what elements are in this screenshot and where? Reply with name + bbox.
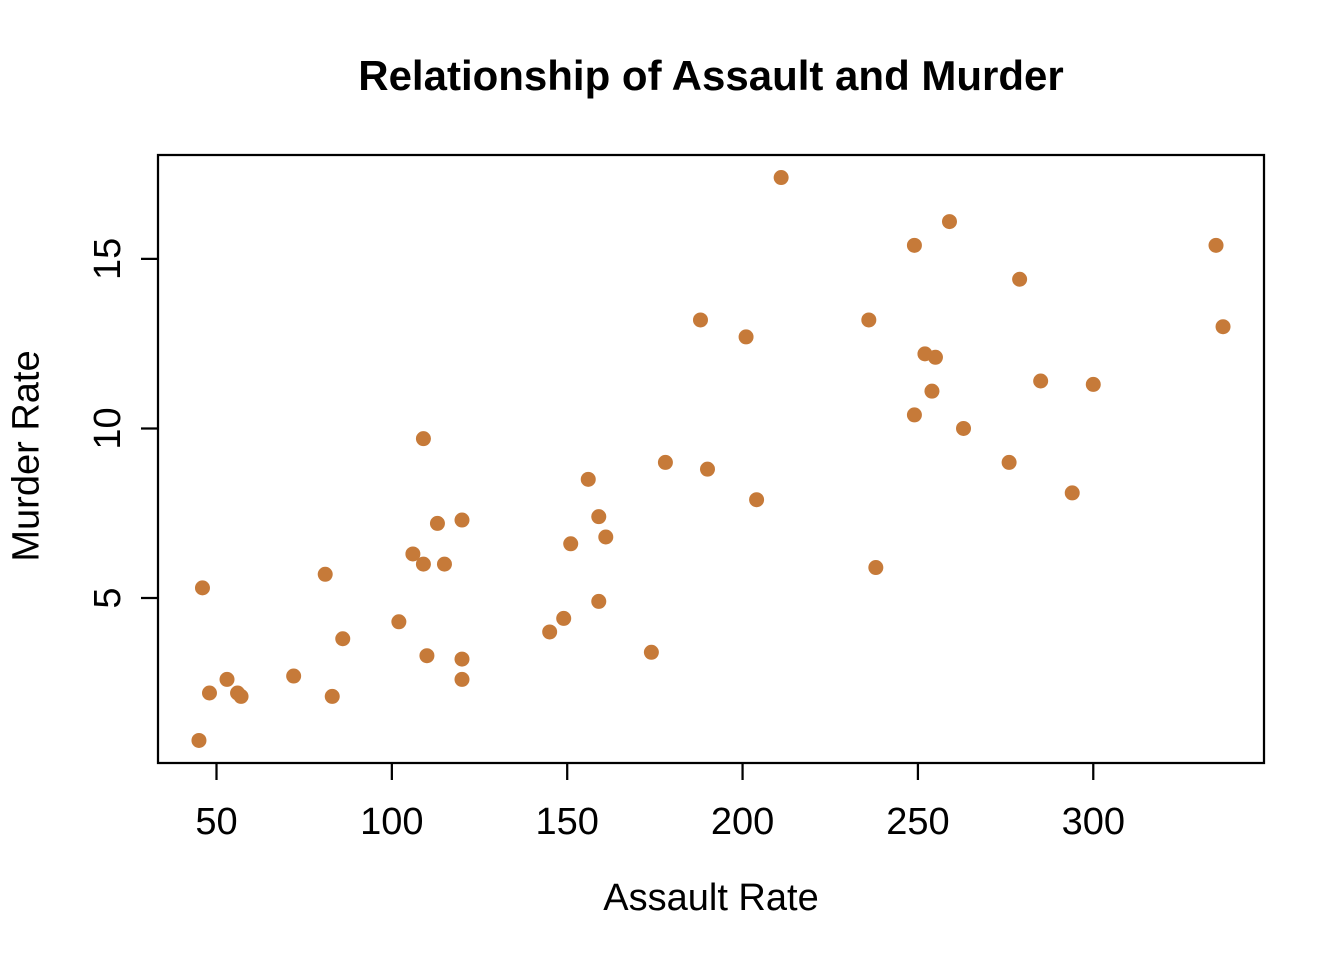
data-point [699,461,715,477]
y-tick-label: 15 [87,238,129,280]
data-point [1085,376,1101,392]
data-point [861,312,877,328]
data-point [454,651,470,667]
data-point [454,671,470,687]
x-axis-label: Assault Rate [603,877,819,919]
data-point [415,556,431,572]
data-point [598,529,614,545]
data-point [1208,237,1224,253]
data-point [233,688,249,704]
data-point [556,610,572,626]
data-point [191,732,207,748]
data-point [868,560,884,576]
data-point [906,407,922,423]
data-point [941,214,957,230]
data-point [917,346,933,362]
x-tick-label: 200 [711,801,774,843]
data-point [1012,271,1028,287]
x-tick-label: 100 [360,801,423,843]
data-point [542,624,558,640]
data-point [194,580,210,596]
y-tick-label: 10 [87,407,129,449]
data-point [1001,454,1017,470]
data-point [419,648,435,664]
data-point [219,671,235,687]
x-tick-label: 50 [195,801,237,843]
data-point [692,312,708,328]
data-point [749,492,765,508]
data-point [924,383,940,399]
data-point [906,237,922,253]
data-point [436,556,452,572]
y-tick-label: 5 [87,587,129,608]
data-point [335,631,351,647]
data-point [591,509,607,525]
data-point [643,644,659,660]
data-point [286,668,302,684]
data-point [1064,485,1080,501]
data-point [1215,319,1231,335]
x-tick-label: 250 [886,801,949,843]
data-point [591,593,607,609]
data-point [657,454,673,470]
data-point [201,685,217,701]
x-tick-label: 150 [536,801,599,843]
data-point [773,170,789,186]
data-point [317,566,333,582]
data-point [454,512,470,528]
data-point [580,471,596,487]
data-point [391,614,407,630]
data-point [956,420,972,436]
data-point [405,546,421,562]
chart-title: Relationship of Assault and Murder [358,52,1064,99]
data-point [324,688,340,704]
data-point [429,515,445,531]
x-tick-label: 300 [1062,801,1125,843]
data-point [738,329,754,345]
data-point [563,536,579,552]
plot-border [156,153,1266,765]
data-point [1033,373,1049,389]
data-point [415,431,431,447]
